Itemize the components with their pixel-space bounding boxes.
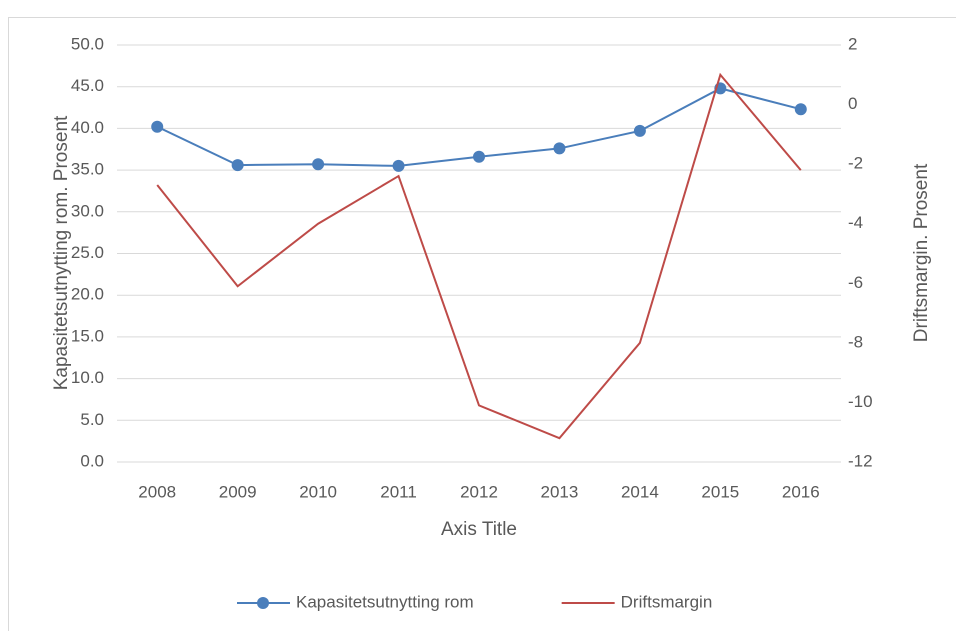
y-tick-label: 30.0 — [71, 201, 104, 220]
data-point — [151, 120, 164, 133]
x-axis-title: Axis Title — [441, 519, 517, 540]
y-tick-label: 50.0 — [71, 34, 104, 53]
x-tick-label: 2009 — [219, 482, 257, 501]
y-tick-label: 0.0 — [80, 451, 104, 470]
y2-tick-label: 2 — [848, 34, 857, 53]
data-point — [231, 159, 244, 172]
y2-tick-label: -12 — [848, 451, 873, 470]
y-tick-label: 45.0 — [71, 76, 104, 95]
y-tick-label: 25.0 — [71, 243, 104, 262]
series-line — [156, 72, 802, 440]
x-tick-label: 2012 — [460, 482, 498, 501]
y-tick-label: 5.0 — [80, 410, 104, 429]
x-tick-label: 2014 — [621, 482, 659, 501]
y-tick-label: 20.0 — [71, 285, 104, 304]
y2-tick-label: 0 — [848, 94, 857, 113]
x-tick-label: 2015 — [701, 482, 739, 501]
y2-tick-label: -8 — [848, 332, 863, 351]
y-tick-label: 40.0 — [71, 118, 104, 137]
x-tick-label: 2016 — [782, 482, 820, 501]
y2-tick-label: -2 — [848, 154, 863, 173]
y-tick-label: 10.0 — [71, 368, 104, 387]
y-axis-title: Kapasitetsutnytting rom. Prosent — [51, 115, 72, 390]
legend-label: Kapasitetsutnytting rom — [296, 592, 474, 611]
data-point — [794, 103, 807, 116]
y2-tick-label: -6 — [848, 273, 863, 292]
x-tick-label: 2010 — [299, 482, 337, 501]
data-point — [392, 159, 405, 172]
x-tick-label: 2008 — [138, 482, 176, 501]
data-point — [312, 158, 325, 171]
y-tick-label: 15.0 — [71, 326, 104, 345]
data-point — [553, 142, 566, 155]
x-tick-label: 2011 — [380, 482, 417, 501]
y2-tick-label: -10 — [848, 392, 873, 411]
y2-axis-title: Driftsmargin. Prosent — [911, 163, 932, 342]
y-tick-label: 35.0 — [71, 160, 104, 179]
y2-tick-label: -4 — [848, 213, 863, 232]
data-point — [473, 150, 485, 163]
data-point — [633, 124, 646, 137]
chart-frame — [8, 17, 956, 631]
legend-marker — [257, 597, 269, 609]
x-tick-label: 2013 — [541, 482, 579, 501]
legend-label: Driftsmargin — [621, 592, 713, 611]
